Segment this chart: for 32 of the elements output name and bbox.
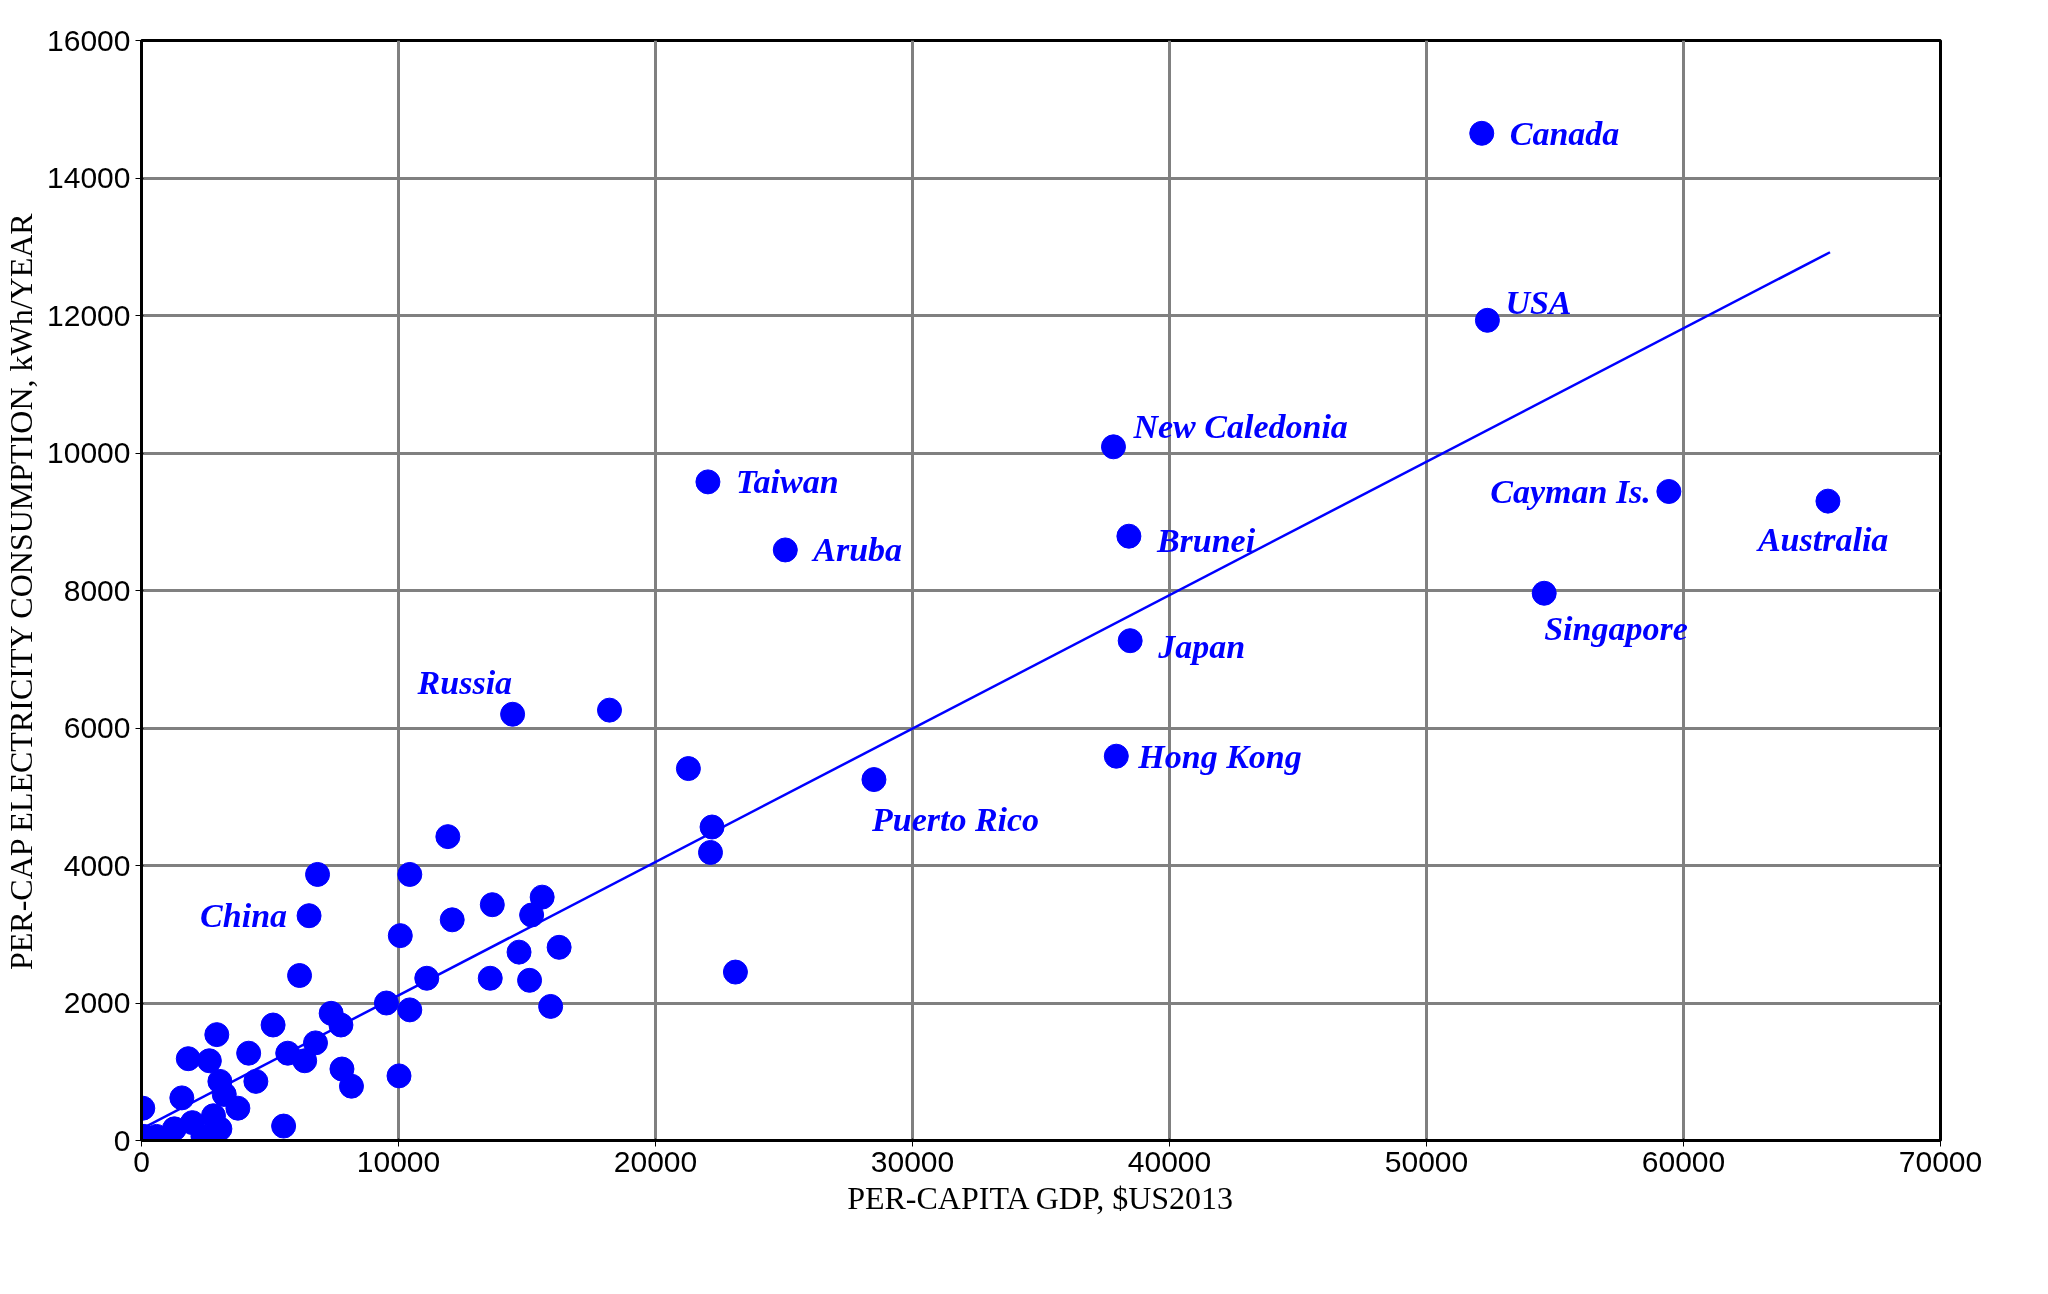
annotation: USA — [1505, 283, 1572, 321]
annotation: Brunei — [1155, 521, 1256, 559]
annotation: Japan — [1157, 628, 1246, 666]
annotation: China — [200, 897, 288, 935]
annotation: Aruba — [811, 531, 903, 569]
y-tick-label: 6000 — [63, 711, 131, 744]
x-tick-label: 60000 — [1641, 1144, 1726, 1178]
y-tick-label: 2000 — [63, 986, 131, 1019]
y-tick-label: 14000 — [47, 161, 131, 194]
x-tick-label: 10000 — [356, 1144, 441, 1178]
x-tick-label: 20000 — [613, 1144, 698, 1178]
x-tick-label: 30000 — [870, 1144, 955, 1178]
annotation: New Caledonia — [1132, 408, 1348, 446]
annotation: Singapore — [1544, 609, 1688, 647]
y-tick-label: 16000 — [47, 23, 131, 57]
annotation: Russia — [416, 663, 513, 701]
y-tick-label: 10000 — [47, 436, 131, 469]
annotation: Taiwan — [735, 463, 839, 501]
annotation: Hong Kong — [1137, 737, 1302, 775]
annotation: Canada — [1509, 114, 1620, 152]
y-axis-title: PER-CAP ELECTRICITY CONSUMPTION, kWh/YEAR — [3, 212, 40, 971]
x-tick-label: 70000 — [1898, 1144, 1983, 1178]
x-axis-title: PER-CAPITA GDP, $US2013 — [847, 1179, 1234, 1216]
x-tick-label: 40000 — [1127, 1144, 1212, 1178]
annotation: Australia — [1755, 520, 1889, 558]
y-tick-label: 12000 — [47, 298, 131, 332]
annotation: Cayman Is. — [1490, 473, 1651, 510]
y-tick-label: 4000 — [63, 848, 131, 882]
y-tick-label: 0 — [113, 1123, 131, 1157]
y-tick-label: 8000 — [63, 573, 131, 607]
x-tick-label: 50000 — [1384, 1144, 1469, 1178]
annotation: Puerto Rico — [870, 801, 1040, 839]
